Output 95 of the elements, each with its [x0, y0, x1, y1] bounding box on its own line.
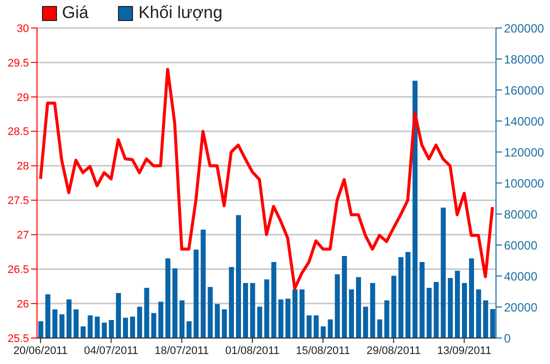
bar — [454, 270, 460, 338]
bar — [80, 326, 86, 338]
y-tick-label: 26.5 — [8, 264, 29, 276]
bar — [172, 268, 178, 338]
bar — [158, 302, 164, 338]
y2-tick-label: 120000 — [504, 145, 544, 160]
bar — [490, 309, 496, 338]
bar — [483, 300, 488, 338]
bar — [292, 289, 298, 338]
y2-tick-label: 20000 — [504, 300, 538, 314]
bar — [165, 258, 170, 338]
bar — [200, 230, 206, 338]
bar — [476, 289, 482, 338]
x-tick-label: 13/09/2011 — [437, 345, 492, 357]
y-tick-label: 26 — [16, 298, 29, 310]
bar — [384, 300, 390, 338]
bar — [405, 252, 410, 338]
bar — [420, 262, 425, 338]
bar — [462, 282, 467, 338]
y-tick-label: 29.5 — [8, 57, 29, 70]
bar — [52, 309, 58, 338]
x-tick-label: 01/08/2011 — [225, 345, 280, 357]
y2-tick-label: 80000 — [504, 207, 538, 222]
bar — [123, 318, 128, 338]
bar — [102, 322, 107, 338]
bar — [306, 315, 312, 338]
y-tick-label: 28 — [16, 160, 29, 173]
y2-tick-label: 40000 — [504, 269, 538, 284]
bar — [370, 282, 376, 338]
bar — [271, 262, 276, 338]
bar — [300, 289, 305, 338]
y2-tick-label: 100000 — [504, 176, 544, 190]
y2-tick-label: 160000 — [504, 83, 544, 98]
bar — [348, 289, 354, 338]
x-tick-label: 18/07/2011 — [154, 345, 209, 357]
y-tick-label: 29 — [16, 92, 29, 104]
bar — [236, 215, 241, 338]
legend-label: Giá — [62, 3, 88, 23]
bar — [314, 315, 319, 338]
bar — [328, 319, 333, 338]
bar — [151, 313, 156, 338]
bar — [250, 282, 256, 338]
bar — [448, 278, 453, 338]
bar — [144, 288, 150, 338]
bar — [278, 299, 284, 338]
bar — [398, 257, 404, 338]
bar — [469, 258, 474, 338]
x-tick-label: 15/08/2011 — [296, 345, 350, 357]
y2-tick-label: 0 — [504, 331, 511, 346]
bar — [38, 321, 44, 338]
bar — [116, 293, 121, 338]
y-tick-label: 30 — [16, 22, 29, 35]
bar — [412, 80, 418, 338]
y-tick-label: 25.5 — [8, 332, 29, 345]
bar — [186, 321, 192, 338]
x-tick-label: 29/08/2011 — [366, 345, 421, 357]
bar — [180, 300, 184, 338]
y-tick-label: 27 — [16, 230, 29, 242]
bar — [243, 282, 248, 338]
bar — [194, 250, 199, 338]
bar — [45, 294, 50, 338]
y2-tick-label: 180000 — [504, 52, 544, 66]
bar — [440, 208, 446, 338]
bar — [257, 306, 262, 338]
y2-tick-label: 200000 — [504, 21, 544, 36]
bar — [59, 314, 64, 338]
bar — [264, 279, 270, 338]
bar — [137, 306, 142, 338]
bar — [377, 319, 382, 338]
bar — [334, 274, 340, 338]
x-tick-label: 04/07/2011 — [84, 345, 138, 357]
bar — [108, 320, 114, 338]
bar — [285, 298, 290, 338]
bar — [391, 276, 396, 338]
bar — [426, 288, 432, 338]
x-tick-label: 20/06/2011 — [13, 345, 68, 357]
bar — [342, 256, 347, 338]
bar — [88, 315, 93, 338]
legend-label: Khối lượng — [138, 3, 222, 23]
bar — [363, 306, 368, 338]
y2-tick-label: 60000 — [504, 238, 538, 252]
bar — [320, 326, 326, 338]
bar — [434, 282, 439, 338]
y-tick-label: 27.5 — [8, 195, 29, 208]
bar — [130, 316, 136, 338]
bar — [74, 309, 79, 338]
y2-tick-label: 140000 — [504, 114, 544, 128]
bar — [214, 304, 220, 338]
bar — [222, 309, 227, 338]
bar — [208, 287, 213, 338]
y-tick-label: 28.5 — [8, 126, 29, 138]
bar — [66, 299, 72, 338]
bar — [94, 316, 100, 338]
bar — [356, 277, 362, 338]
bar — [228, 267, 234, 338]
